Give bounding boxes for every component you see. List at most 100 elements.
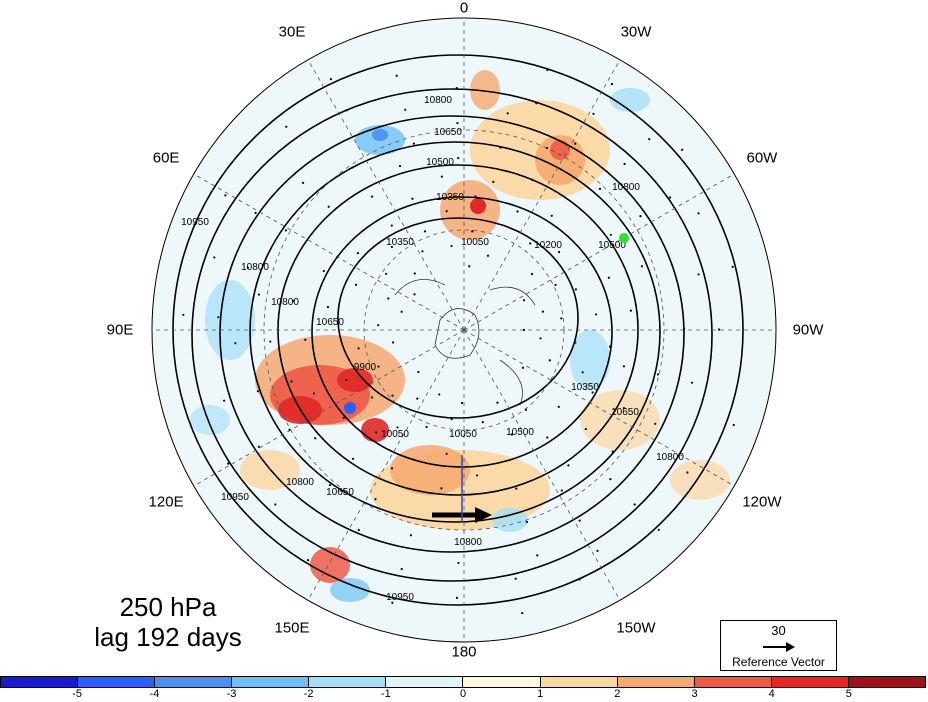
contour-label: 9900 xyxy=(354,362,377,373)
wind-vector xyxy=(567,464,570,467)
wind-vector xyxy=(731,265,734,268)
colorbar-tick-label: -5 xyxy=(72,688,83,700)
wind-vector xyxy=(574,142,577,145)
anomaly-blob xyxy=(190,405,230,435)
anomaly-blob xyxy=(580,390,660,450)
wind-vector xyxy=(546,436,549,439)
wind-vector xyxy=(455,596,459,600)
meridian xyxy=(463,173,735,331)
wind-vector xyxy=(686,471,689,474)
wind-vector xyxy=(400,310,403,313)
wind-vector xyxy=(499,146,502,149)
wind-vector xyxy=(682,328,686,331)
wind-vector xyxy=(234,342,237,345)
wind-vector xyxy=(227,462,230,465)
wind-vector xyxy=(657,528,660,531)
wind-vector xyxy=(522,328,526,332)
wind-vector xyxy=(351,457,355,460)
wind-vector xyxy=(560,317,563,320)
wind-vector xyxy=(471,230,474,233)
wind-vector xyxy=(292,299,295,302)
wind-vector xyxy=(609,478,612,481)
longitude-label: 90W xyxy=(792,321,824,339)
wind-vector xyxy=(357,347,360,350)
geopotential-contour xyxy=(249,141,661,523)
contour-label: 10050 xyxy=(381,429,409,440)
contour-label: 10350 xyxy=(436,192,464,203)
wind-vector xyxy=(584,427,587,431)
wind-vector xyxy=(328,483,332,487)
wind-vector xyxy=(622,365,626,368)
colorbar-segment xyxy=(617,677,695,687)
wind-vector xyxy=(314,437,317,440)
anomaly-blob xyxy=(670,460,730,500)
anomaly-blob xyxy=(570,330,610,390)
wind-vector xyxy=(326,305,330,309)
meridian xyxy=(307,329,465,601)
wind-vector xyxy=(274,503,277,506)
colorbar-tick-label: 4 xyxy=(768,688,775,700)
wind-vector xyxy=(521,611,524,615)
longitude-label: 30E xyxy=(278,23,306,41)
contour-label: 10950 xyxy=(386,592,414,603)
wind-vector xyxy=(391,601,394,604)
colorbar-segment xyxy=(540,677,618,687)
wind-vector xyxy=(550,214,553,217)
wind-vector xyxy=(390,224,393,227)
contour-label: 10050 xyxy=(449,429,477,440)
anomaly-blob xyxy=(390,445,470,495)
longitude-label: 120W xyxy=(742,493,782,511)
wind-vector xyxy=(290,380,293,383)
contour-label: 10650 xyxy=(611,407,639,418)
wind-vector xyxy=(522,299,526,302)
wind-vector xyxy=(409,534,413,537)
wind-vector xyxy=(413,272,416,275)
colorbar-segment xyxy=(309,677,387,687)
wind-vector xyxy=(342,416,345,419)
reference-vector-label: Reference Vector xyxy=(732,655,825,669)
wind-vector xyxy=(411,197,414,200)
anomaly-blob xyxy=(205,280,255,360)
wind-vector xyxy=(257,445,260,448)
wind-vector xyxy=(654,422,657,425)
wind-vector xyxy=(356,252,360,255)
wind-vector xyxy=(457,156,460,160)
colorbar-tick-label: 1 xyxy=(537,688,544,700)
wind-vector xyxy=(516,210,519,213)
wind-vector xyxy=(697,212,700,215)
wind-vector xyxy=(400,567,403,571)
reference-vector-magnitude: 30 xyxy=(771,623,786,638)
colorbar-segment xyxy=(771,677,849,687)
wind-vector xyxy=(416,397,419,400)
wind-vector xyxy=(390,467,394,470)
wind-vector xyxy=(257,293,261,296)
wind-vector xyxy=(525,520,528,524)
wind-vector xyxy=(450,418,453,421)
meridian xyxy=(463,329,621,601)
wind-vector xyxy=(304,338,307,341)
contour-label: 10650 xyxy=(434,127,462,138)
wind-vector xyxy=(486,254,490,257)
wind-vector xyxy=(611,450,614,453)
wind-vector xyxy=(217,316,220,319)
longitude-label: 0 xyxy=(459,0,469,17)
longitude-label: 120E xyxy=(148,493,184,511)
contour-label: 10800 xyxy=(286,477,314,488)
wind-vector xyxy=(496,401,499,404)
wind-vector xyxy=(438,393,441,396)
wind-vector xyxy=(371,195,374,198)
wind-vector xyxy=(385,272,388,275)
contour-label: 10200 xyxy=(534,240,562,251)
anomaly-blob xyxy=(337,368,373,392)
longitude-label: 90E xyxy=(106,321,134,339)
wind-vector-large-head xyxy=(475,507,492,523)
wind-vector xyxy=(440,487,443,490)
wind-vector xyxy=(377,324,380,327)
anomaly-blob xyxy=(361,418,389,442)
wind-vector xyxy=(530,272,534,276)
wind-vector xyxy=(224,194,227,197)
wind-vector xyxy=(607,276,610,279)
wind-vector xyxy=(421,250,424,253)
colorbar-tick-label: 2 xyxy=(614,688,621,700)
wind-vector xyxy=(608,345,612,348)
